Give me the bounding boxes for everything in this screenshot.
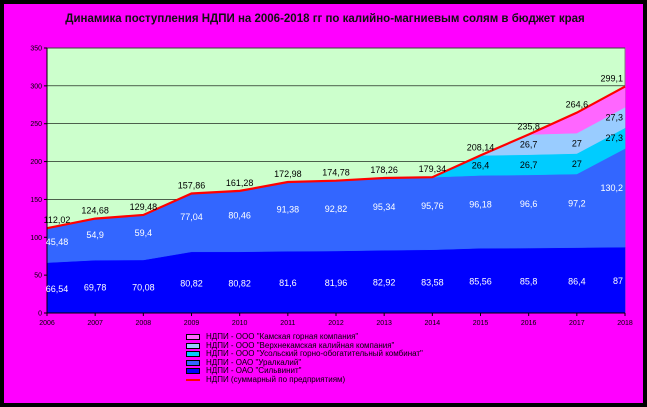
legend-swatch <box>186 359 200 366</box>
x-tick-label: 2016 <box>521 320 537 327</box>
data-label-s3: 27,3 <box>605 133 623 143</box>
legend-label: НДПИ (суммарный по предприятиям) <box>206 374 346 384</box>
x-tick-label: 2014 <box>425 320 441 327</box>
data-label-total: 157,86 <box>178 180 206 190</box>
x-tick-label: 2017 <box>569 320 585 327</box>
data-label-s1: 83,58 <box>421 277 444 287</box>
data-label-s3: 26,7 <box>520 160 538 170</box>
legend-swatch <box>186 351 200 358</box>
data-label-s1: 82,92 <box>373 278 396 288</box>
data-label-s2: 45,48 <box>46 237 69 247</box>
data-label-s2: 92,82 <box>325 204 348 214</box>
data-label-total: 129,48 <box>130 202 158 212</box>
legend-label: НДПИ - ОАО "Уралкалий" <box>206 357 302 367</box>
legend-item: НДПИ - ОАО "Уралкалий" <box>186 357 486 368</box>
data-label-s1: 69,78 <box>84 283 107 293</box>
y-tick-label: 50 <box>34 273 42 280</box>
data-label-s3: 27 <box>572 159 582 169</box>
x-tick-label: 2008 <box>136 320 152 327</box>
data-label-total: 124,68 <box>81 206 109 216</box>
y-tick-label: 200 <box>30 159 42 166</box>
y-tick-label: 300 <box>30 83 42 90</box>
data-label-s2: 77,04 <box>180 212 203 222</box>
data-label-total: 235,8 <box>517 121 540 131</box>
data-label-s1: 85,8 <box>520 277 538 287</box>
data-label-s2: 80,46 <box>228 210 251 220</box>
legend-label: НДПИ - ООО "Верхнекамская калийная компа… <box>206 340 395 350</box>
legend-swatch <box>186 368 200 375</box>
data-label-s1: 87 <box>613 276 623 286</box>
data-label-total: 178,26 <box>370 165 398 175</box>
legend-line-marker <box>186 378 200 381</box>
data-label-s1: 81,96 <box>325 278 348 288</box>
data-label-total: 161,28 <box>226 178 254 188</box>
legend-label: НДПИ - ООО "Камская горная компания" <box>206 332 359 341</box>
x-tick-label: 2006 <box>39 320 55 327</box>
legend-label: НДПИ - ООО "Усольский горно-обогатительн… <box>206 349 423 359</box>
x-tick-label: 2012 <box>328 320 344 327</box>
data-label-s1: 81,6 <box>279 278 297 288</box>
data-label-total: 112,02 <box>44 215 71 225</box>
data-label-s2: 130,2 <box>600 183 623 193</box>
x-tick-label: 2010 <box>232 320 248 327</box>
total-line <box>46 85 626 230</box>
data-label-s1: 80,82 <box>228 278 251 288</box>
x-tick-label: 2011 <box>280 320 295 327</box>
data-label-s1: 66,54 <box>46 284 69 294</box>
y-tick-label: 350 <box>30 46 42 53</box>
data-label-total: 174,78 <box>322 168 350 178</box>
data-label-s3: 26,4 <box>472 160 490 170</box>
data-label-s2: 95,34 <box>373 202 396 212</box>
data-label-s2: 59,4 <box>135 228 153 238</box>
x-tick-label: 2009 <box>184 320 200 327</box>
legend-item: НДПИ (суммарный по предприятиям) <box>186 374 486 385</box>
data-label-s1: 80,82 <box>180 278 203 288</box>
data-label-total: 299,1 <box>600 74 623 84</box>
data-label-s2: 95,76 <box>421 201 444 211</box>
legend-label: НДПИ - ОАО "Сильвинит" <box>206 366 302 376</box>
data-label-total: 179,34 <box>419 164 447 174</box>
data-label-s4: 27 <box>572 138 582 148</box>
x-tick-label: 2018 <box>617 320 633 327</box>
x-tick-label: 2007 <box>87 320 103 327</box>
y-tick-label: 250 <box>30 121 42 128</box>
legend-swatch <box>186 334 200 340</box>
legend-swatch <box>186 342 200 349</box>
data-label-s4: 27,3 <box>605 113 623 123</box>
data-label-s2: 96,18 <box>469 200 492 210</box>
data-label-s2: 54,9 <box>86 230 104 240</box>
legend-item: НДПИ - ООО "Камская горная компания" <box>186 332 486 342</box>
legend-item: НДПИ - ОАО "Сильвинит" <box>186 367 486 376</box>
chart-title: Динамика поступления НДПИ на 2006-2018 г… <box>65 13 585 25</box>
data-label-s2: 91,38 <box>277 205 300 215</box>
y-tick-label: 100 <box>30 235 42 242</box>
data-label-s1: 85,56 <box>469 277 492 287</box>
data-label-s2: 96,6 <box>520 199 538 209</box>
data-label-s1: 86,4 <box>568 276 586 286</box>
x-tick-label: 2013 <box>376 320 392 327</box>
y-tick-label: 150 <box>30 197 42 204</box>
legend-item: НДПИ - ООО "Верхнекамская калийная компа… <box>186 340 486 351</box>
data-label-total: 208,14 <box>467 142 495 152</box>
y-tick-label: 0 <box>38 311 42 318</box>
data-label-s2: 97,2 <box>568 198 586 208</box>
legend-item: НДПИ - ООО "Усольский горно-обогатительн… <box>186 350 486 359</box>
data-label-total: 172,98 <box>274 169 302 179</box>
chart-legend: НДПИ - ООО "Камская горная компания" НДПИ… <box>186 332 486 385</box>
x-tick-label: 2015 <box>473 320 489 327</box>
data-label-s4: 26,7 <box>520 140 538 150</box>
data-label-total: 264,6 <box>566 100 589 110</box>
data-label-s1: 70,08 <box>132 282 155 292</box>
